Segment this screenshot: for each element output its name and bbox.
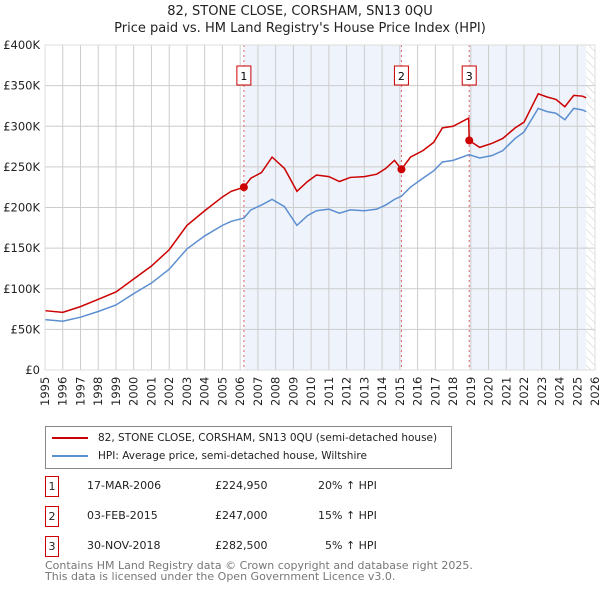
sale-hpi-change: 15% ↑ HPI	[318, 509, 377, 522]
sale-number: 3	[45, 536, 59, 557]
x-tick-label: 2006	[233, 377, 247, 406]
y-tick-label: £0	[25, 363, 40, 377]
x-tick-label: 2025	[570, 377, 584, 406]
sale-hpi-change: 5% ↑ HPI	[325, 539, 377, 552]
x-tick-label: 2026	[588, 377, 600, 406]
x-tick-label: 2008	[269, 377, 283, 406]
sale-price: £282,500	[215, 539, 268, 552]
x-tick-label: 2003	[180, 377, 194, 406]
y-tick-label: £150K	[3, 241, 40, 255]
sale-point	[465, 136, 474, 145]
sale-price: £247,000	[215, 509, 268, 522]
x-tick-label: 2019	[464, 377, 478, 406]
legend-label-hpi: HPI: Average price, semi-detached house,…	[98, 450, 367, 462]
sale-marker-label: 2	[398, 70, 405, 83]
x-tick-label: 2015	[393, 377, 407, 406]
sale-number: 2	[45, 506, 59, 527]
sale-row: 2 03-FEB-2015 £247,000 15% ↑ HPI	[45, 506, 445, 527]
legend-swatch-property	[52, 437, 88, 439]
x-tick-label: 1995	[38, 377, 52, 406]
sale-date: 30-NOV-2018	[87, 539, 161, 552]
x-tick-label: 2018	[446, 377, 460, 406]
sale-point	[239, 183, 248, 192]
sale-marker-box	[461, 65, 477, 86]
footer-line-1: Contains HM Land Registry data © Crown c…	[45, 559, 473, 572]
y-tick-label: £350K	[3, 79, 40, 93]
sale-marker-box	[393, 65, 409, 86]
sale-hpi-change: 20% ↑ HPI	[318, 479, 377, 492]
x-tick-label: 2016	[411, 377, 425, 406]
y-tick-label: £400K	[3, 38, 40, 52]
y-tick-label: £50K	[11, 322, 41, 336]
sale-number: 1	[45, 476, 59, 497]
x-tick-label: 2023	[535, 377, 549, 406]
x-tick-label: 2020	[482, 377, 496, 406]
x-tick-label: 2001	[144, 377, 158, 406]
sale-date: 17-MAR-2006	[87, 479, 162, 492]
chart-title: 82, STONE CLOSE, CORSHAM, SN13 0QU	[167, 4, 433, 19]
legend-label-property: 82, STONE CLOSE, CORSHAM, SN13 0QU (semi…	[98, 432, 438, 444]
x-tick-label: 2021	[499, 377, 513, 406]
sale-price: £224,950	[215, 479, 268, 492]
sale-point	[397, 165, 406, 174]
y-tick-label: £300K	[3, 119, 40, 133]
sale-row: 3 30-NOV-2018 £282,500 5% ↑ HPI	[45, 536, 445, 557]
sale-row: 1 17-MAR-2006 £224,950 20% ↑ HPI	[45, 476, 445, 497]
legend: 82, STONE CLOSE, CORSHAM, SN13 0QU (semi…	[45, 426, 452, 469]
hpi-line	[44, 107, 587, 323]
x-tick-label: 2022	[517, 377, 531, 406]
x-tick-label: 2011	[322, 377, 336, 406]
x-tick-label: 2012	[340, 377, 354, 406]
y-tick-label: £200K	[3, 201, 40, 215]
plot-border	[44, 44, 596, 371]
x-tick-label: 2024	[553, 377, 567, 406]
x-tick-label: 1996	[56, 377, 70, 406]
x-tick-label: 2005	[215, 377, 229, 406]
x-tick-label: 2010	[304, 377, 318, 406]
x-tick-label: 2000	[127, 377, 141, 406]
sale-marker-label: 3	[466, 70, 473, 83]
sale-date: 03-FEB-2015	[87, 509, 158, 522]
x-tick-label: 2014	[375, 377, 389, 406]
x-tick-label: 2013	[357, 377, 371, 406]
x-tick-label: 2002	[162, 377, 176, 406]
y-tick-label: £100K	[3, 282, 40, 296]
sale-marker-label: 1	[240, 70, 247, 83]
chart-subtitle: Price paid vs. HM Land Registry's House …	[114, 21, 486, 36]
footer-line-2: This data is licensed under the Open Gov…	[45, 570, 396, 583]
x-tick-label: 1997	[73, 377, 87, 406]
x-tick-label: 2009	[286, 377, 300, 406]
property-price-line	[44, 92, 587, 314]
x-tick-label: 1999	[109, 377, 123, 406]
x-tick-label: 2004	[198, 377, 212, 406]
sale-marker-box	[236, 65, 252, 86]
x-tick-label: 2017	[428, 377, 442, 406]
x-tick-label: 1998	[91, 377, 105, 406]
footer: Contains HM Land Registry data © Crown c…	[45, 560, 473, 582]
y-tick-label: £250K	[3, 160, 40, 174]
legend-swatch-hpi	[52, 455, 88, 457]
x-tick-label: 2007	[251, 377, 265, 406]
plot-area: 1995 1996 1997 1998 1999 2000 2001 2002 2003 2004…	[3, 38, 600, 406]
